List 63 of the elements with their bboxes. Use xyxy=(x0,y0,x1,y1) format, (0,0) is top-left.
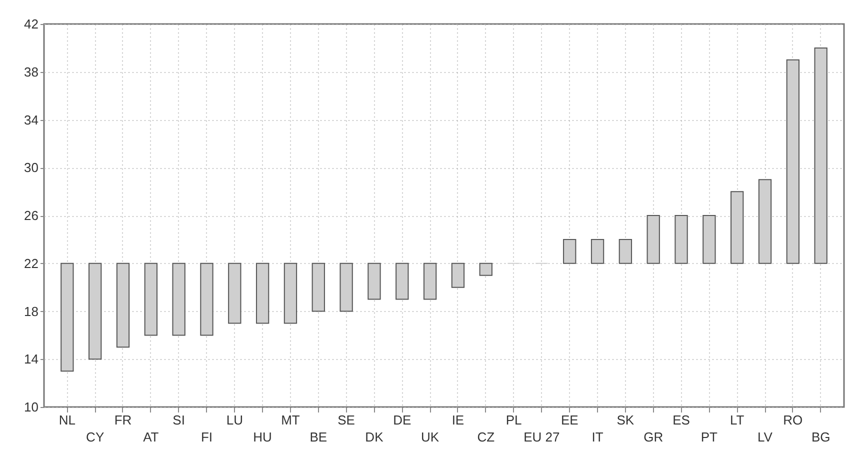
bar xyxy=(758,179,772,264)
x-tick-label: PT xyxy=(700,430,718,444)
bar xyxy=(423,262,437,300)
bar xyxy=(590,238,604,264)
x-tick-label: CZ xyxy=(477,430,495,444)
bar xyxy=(312,262,325,312)
x-tick-label: GR xyxy=(644,430,664,444)
x-tick-label: DK xyxy=(365,430,384,444)
x-tick-label: BG xyxy=(811,430,830,444)
bar xyxy=(88,262,102,360)
x-tick-label: LU xyxy=(226,412,243,428)
x-tick-label: DE xyxy=(393,412,412,428)
bar xyxy=(228,262,242,324)
x-tick-label: LV xyxy=(758,430,773,444)
bar xyxy=(284,262,298,324)
bar xyxy=(618,238,632,264)
x-tick-label: SI xyxy=(172,412,185,428)
y-tick-label: 34 xyxy=(24,112,38,128)
x-tick-label: FR xyxy=(114,412,132,428)
x-tick-label: NL xyxy=(58,412,76,428)
bar xyxy=(702,215,716,264)
bar xyxy=(786,59,800,264)
bar xyxy=(340,262,353,312)
y-tick-label: 22 xyxy=(24,256,38,271)
x-tick-label: HU xyxy=(253,430,272,444)
y-tick-label: 14 xyxy=(24,352,38,367)
x-tick-label: MT xyxy=(281,412,300,428)
x-tick-label: EU 27 xyxy=(524,430,560,444)
bar xyxy=(814,47,828,264)
x-tick-label: IT xyxy=(592,430,604,444)
bar xyxy=(396,262,409,300)
y-tick-label: 30 xyxy=(24,160,38,176)
y-tick-label: 38 xyxy=(24,64,38,80)
y-tick-label: 10 xyxy=(24,400,38,414)
bar xyxy=(256,262,270,324)
x-tick-label: AT xyxy=(143,430,159,444)
x-tick-label: SE xyxy=(338,412,356,428)
x-tick-label: SK xyxy=(616,412,634,428)
x-tick-label: CY xyxy=(86,430,104,444)
x-tick-label: IE xyxy=(452,412,464,428)
bar xyxy=(563,238,576,264)
x-tick-label: PL xyxy=(506,412,522,428)
bar xyxy=(730,191,744,264)
x-tick-label: ES xyxy=(672,412,690,428)
bar xyxy=(674,215,688,264)
y-tick-label: 18 xyxy=(24,304,38,319)
y-tick-label: 42 xyxy=(24,16,38,32)
x-tick-label: UK xyxy=(421,430,440,444)
x-tick-label: LT xyxy=(730,412,744,428)
bar xyxy=(200,262,214,336)
bar xyxy=(451,262,465,288)
x-tick-label: EE xyxy=(560,412,579,428)
bar xyxy=(646,215,660,264)
bar xyxy=(368,262,381,300)
x-tick-label: BE xyxy=(310,430,328,444)
bar xyxy=(172,262,186,336)
x-tick-label: FI xyxy=(200,430,213,444)
x-tick-label: RO xyxy=(783,412,803,428)
bar xyxy=(116,262,130,348)
bar xyxy=(479,262,492,276)
y-tick-label: 26 xyxy=(24,208,38,223)
bar xyxy=(144,262,158,336)
bar xyxy=(60,262,74,372)
